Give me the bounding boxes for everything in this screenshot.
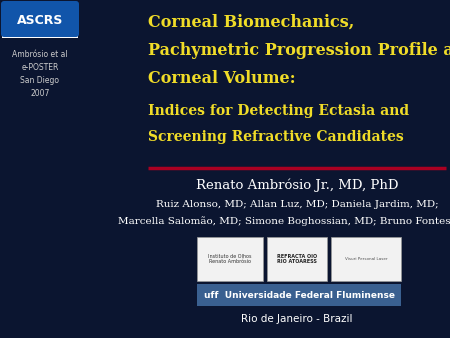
Text: 2007: 2007	[30, 89, 50, 98]
Text: Renato Ambrósio Jr., MD, PhD: Renato Ambrósio Jr., MD, PhD	[196, 178, 398, 192]
Text: Marcella Salomão, MD; Simone Boghossian, MD; Bruno Fontes, MD: Marcella Salomão, MD; Simone Boghossian,…	[118, 216, 450, 226]
Text: REFRACTA OIO
RIO ATOARESS: REFRACTA OIO RIO ATOARESS	[277, 254, 317, 264]
Text: e-POSTER: e-POSTER	[21, 63, 58, 72]
Bar	[197, 237, 263, 281]
Text: Pachymetric Progression Profile and: Pachymetric Progression Profile and	[148, 42, 450, 59]
Bar	[2, 2, 78, 38]
Text: Corneal Volume:: Corneal Volume:	[148, 70, 296, 87]
Bar	[331, 237, 401, 281]
Text: Instituto de Olhos
Renato Ambrósio: Instituto de Olhos Renato Ambrósio	[208, 254, 252, 264]
Text: Rio de Janeiro - Brazil: Rio de Janeiro - Brazil	[241, 314, 353, 324]
Bar	[267, 237, 327, 281]
Text: Indices for Detecting Ectasia and: Indices for Detecting Ectasia and	[148, 104, 409, 118]
FancyBboxPatch shape	[1, 1, 79, 37]
Text: Corneal Biomechanics,: Corneal Biomechanics,	[148, 14, 354, 31]
Text: Visuri Personal Laser: Visuri Personal Laser	[345, 257, 387, 261]
Text: uff  Universidade Federal Fluminense: uff Universidade Federal Fluminense	[203, 290, 395, 299]
Text: ASCRS: ASCRS	[17, 15, 63, 27]
Text: Ruiz Alonso, MD; Allan Luz, MD; Daniela Jardim, MD;: Ruiz Alonso, MD; Allan Luz, MD; Daniela …	[156, 200, 438, 209]
Text: Ambrósio et al: Ambrósio et al	[12, 50, 68, 59]
Text: San Diego: San Diego	[21, 76, 59, 85]
Bar	[197, 284, 401, 306]
Text: Screening Refractive Candidates: Screening Refractive Candidates	[148, 130, 404, 144]
